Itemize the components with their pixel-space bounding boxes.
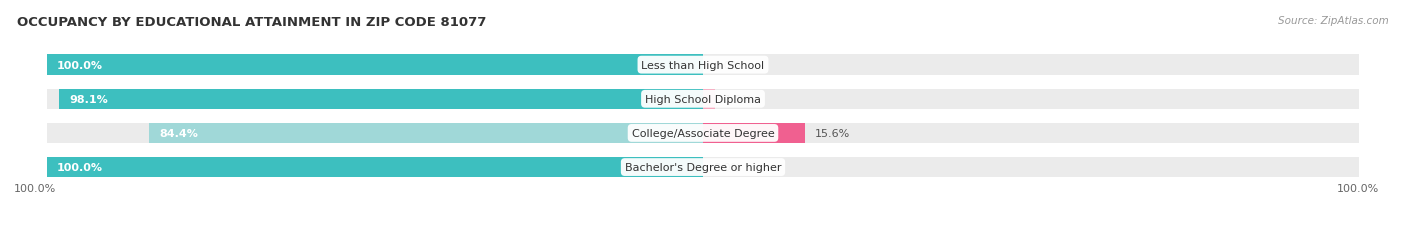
Text: OCCUPANCY BY EDUCATIONAL ATTAINMENT IN ZIP CODE 81077: OCCUPANCY BY EDUCATIONAL ATTAINMENT IN Z… (17, 16, 486, 29)
Text: Source: ZipAtlas.com: Source: ZipAtlas.com (1278, 16, 1389, 26)
Text: 98.1%: 98.1% (69, 94, 108, 104)
Text: 100.0%: 100.0% (56, 60, 103, 70)
Bar (703, 89, 1360, 109)
Text: 1.9%: 1.9% (725, 94, 754, 104)
Bar (703, 89, 716, 109)
Text: 100.0%: 100.0% (56, 162, 103, 172)
Bar (703, 157, 1360, 178)
Bar (46, 157, 703, 178)
Bar (59, 89, 703, 109)
Bar (46, 55, 703, 76)
Bar (703, 55, 1360, 76)
Bar (46, 89, 703, 109)
Bar (46, 123, 703, 143)
Bar (46, 55, 703, 76)
Text: 100.0%: 100.0% (14, 183, 56, 193)
Bar (149, 123, 703, 143)
Text: Bachelor's Degree or higher: Bachelor's Degree or higher (624, 162, 782, 172)
Bar (46, 157, 703, 178)
Text: College/Associate Degree: College/Associate Degree (631, 128, 775, 138)
Bar (703, 123, 1360, 143)
Text: 15.6%: 15.6% (815, 128, 851, 138)
Text: 100.0%: 100.0% (1337, 183, 1379, 193)
Text: 0.0%: 0.0% (713, 162, 741, 172)
Bar (703, 123, 806, 143)
Text: 84.4%: 84.4% (159, 128, 198, 138)
Text: Less than High School: Less than High School (641, 60, 765, 70)
Text: 0.0%: 0.0% (713, 60, 741, 70)
Text: High School Diploma: High School Diploma (645, 94, 761, 104)
